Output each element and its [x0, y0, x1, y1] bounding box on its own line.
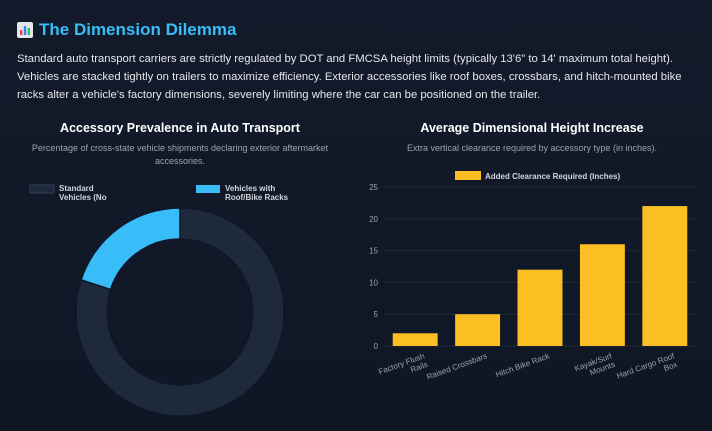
- x-tick-label-line: Raised Crossbars: [425, 351, 488, 381]
- legend-label-line: Vehicles with: [225, 184, 275, 193]
- doughnut-chart-subtitle: Percentage of cross-state vehicle shipme…: [31, 143, 329, 166]
- intro-paragraph: Standard auto transport carriers are str…: [17, 53, 682, 101]
- bar-5[interactable]: [642, 206, 688, 346]
- doughnut-slice-2[interactable]: [80, 207, 181, 291]
- bar-3[interactable]: [517, 269, 563, 346]
- doughnut-chart: Standard Vehicles (No Vehicles with Roof/Bi…: [29, 184, 289, 417]
- page-title: The Dimension Dilemma: [39, 20, 237, 39]
- y-tick-label: 15: [369, 247, 378, 256]
- bar-4[interactable]: [579, 244, 625, 346]
- doughnut-chart-title: Accessory Prevalence in Auto Transport: [60, 121, 300, 135]
- legend-label-line: Roof/Bike Racks: [225, 193, 289, 202]
- legend-label-1[interactable]: Standard Vehicles (No: [59, 184, 107, 202]
- legend-label-2[interactable]: Vehicles with Roof/Bike Racks: [225, 184, 289, 202]
- page-header: The Dimension Dilemma: [17, 20, 236, 40]
- x-tick-label: Hitch Bike Rack: [495, 351, 552, 379]
- legend-label-line: Vehicles (No: [59, 193, 107, 202]
- legend-swatch-1[interactable]: [29, 184, 55, 194]
- bar-2[interactable]: [455, 314, 501, 346]
- bar-legend-label[interactable]: Added Clearance Required (Inches): [485, 172, 620, 181]
- y-tick-label: 25: [369, 183, 378, 192]
- bar-chart-title: Average Dimensional Height Increase: [420, 121, 644, 135]
- x-tick-label: Raised Crossbars: [425, 351, 488, 381]
- bar-chart: Added Clearance Required (Inches) 0 5 10 15 2…: [369, 171, 696, 382]
- y-tick-label: 0: [374, 342, 379, 351]
- legend-swatch-2[interactable]: [196, 185, 220, 193]
- x-tick-label-line: Hitch Bike Rack: [495, 351, 552, 379]
- legend-label-line: Standard: [59, 184, 94, 193]
- bar-1[interactable]: [392, 333, 438, 346]
- y-tick-label: 5: [374, 310, 379, 319]
- bar-chart-icon: [17, 22, 33, 38]
- y-tick-label: 20: [369, 215, 378, 224]
- x-tick-label-line: Box: [663, 360, 679, 373]
- bar-legend-swatch[interactable]: [455, 171, 481, 180]
- y-tick-label: 10: [369, 278, 378, 287]
- bar-chart-subtitle: Extra vertical clearance required by acc…: [406, 143, 658, 153]
- doughnut-slice-1[interactable]: [75, 207, 285, 417]
